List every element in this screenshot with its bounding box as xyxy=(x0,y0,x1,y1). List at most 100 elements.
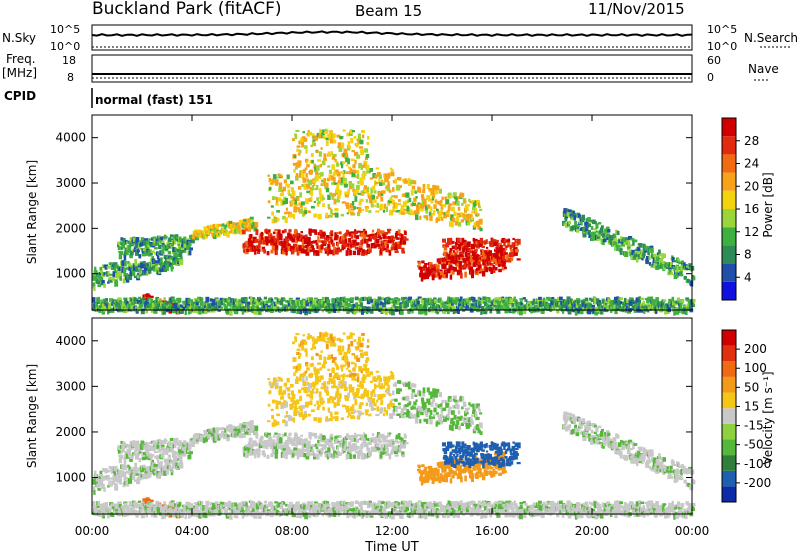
power-cell xyxy=(401,302,405,306)
power-cell xyxy=(336,242,340,247)
power-cell xyxy=(321,160,326,166)
power-cell xyxy=(458,215,462,218)
power-cell xyxy=(333,198,337,205)
power-cell xyxy=(330,209,333,214)
velocity-cell xyxy=(310,444,315,447)
velocity-cell xyxy=(207,432,211,439)
velocity-cell xyxy=(205,433,208,438)
power-cell xyxy=(551,306,555,311)
power-cell xyxy=(205,296,210,303)
power-cell xyxy=(627,246,631,249)
power-cell xyxy=(498,268,502,273)
velocity-cell xyxy=(274,382,279,388)
power-cell xyxy=(585,228,589,231)
velocity-cell xyxy=(179,460,183,463)
power-cell xyxy=(229,309,233,316)
power-cell xyxy=(294,133,298,140)
velocity-cell xyxy=(387,443,392,447)
velocity-cell xyxy=(345,453,348,460)
power-cell xyxy=(353,169,357,174)
velocity-cell xyxy=(163,440,167,444)
power-cell xyxy=(389,167,393,170)
velocity-cell xyxy=(276,413,280,417)
power-cell xyxy=(387,172,391,179)
power-cell xyxy=(117,243,120,248)
power-cell xyxy=(495,300,499,304)
power-cell xyxy=(317,213,322,220)
power-cell xyxy=(376,196,379,200)
power-cell xyxy=(671,296,674,303)
power-cell xyxy=(347,141,350,147)
power-cell xyxy=(445,199,450,205)
velocity-cell xyxy=(236,425,241,429)
power-cell xyxy=(355,188,360,193)
power-cell xyxy=(189,235,193,240)
power-cell xyxy=(387,231,391,234)
power-cell xyxy=(122,260,126,264)
power-cell xyxy=(475,242,479,248)
velocity-cell xyxy=(310,393,313,400)
power-cell xyxy=(243,219,248,222)
power-cell xyxy=(391,245,395,251)
power-cell xyxy=(215,223,219,229)
power-cell xyxy=(364,148,369,153)
power-cell xyxy=(256,246,260,249)
power-cell xyxy=(647,307,651,311)
velocity-cell xyxy=(361,442,364,448)
power-cell xyxy=(285,249,288,256)
power-cell xyxy=(278,234,283,241)
power-cell xyxy=(510,257,514,261)
velocity-cell xyxy=(254,451,259,455)
power-cell xyxy=(284,228,287,233)
velocity-cell xyxy=(300,411,304,417)
velocity-cell xyxy=(128,470,133,475)
velocity-cell xyxy=(315,388,319,394)
velocity-cell xyxy=(293,410,297,417)
power-cell xyxy=(497,243,501,248)
power-cell xyxy=(348,181,353,186)
power-cell xyxy=(380,301,383,305)
power-cell xyxy=(455,260,459,266)
power-cell xyxy=(394,203,398,209)
power-cell xyxy=(361,306,365,311)
power-cell xyxy=(512,242,515,248)
velocity-cell xyxy=(400,437,404,442)
power-cell xyxy=(445,252,449,257)
power-cell xyxy=(313,297,318,300)
power-cell xyxy=(241,308,245,315)
power-cell xyxy=(137,248,140,253)
power-cell xyxy=(422,297,427,300)
power-cell xyxy=(351,171,356,178)
power-cell xyxy=(458,221,462,227)
velocity-cell xyxy=(143,452,147,455)
power-cell xyxy=(98,272,101,276)
power-cell xyxy=(692,276,696,281)
velocity-cell xyxy=(137,448,141,452)
power-cell xyxy=(120,237,124,241)
velocity-cell xyxy=(116,478,120,483)
power-cell xyxy=(193,301,197,305)
power-cell xyxy=(670,272,674,275)
velocity-cell xyxy=(286,377,290,383)
power-cell xyxy=(269,179,273,182)
power-cell xyxy=(328,133,332,137)
power-cell xyxy=(257,243,261,249)
power-cell xyxy=(566,296,571,302)
power-cell xyxy=(462,247,465,253)
power-cell xyxy=(304,145,308,150)
power-cell xyxy=(473,264,477,267)
power-cell xyxy=(349,171,352,175)
power-cell xyxy=(433,263,438,268)
velocity-cell xyxy=(276,438,280,443)
power-cell xyxy=(488,298,491,303)
power-cell xyxy=(205,230,208,234)
power-cell xyxy=(130,250,134,256)
velocity-cell xyxy=(239,423,242,429)
power-cell xyxy=(397,229,401,234)
velocity-cell xyxy=(291,393,296,400)
power-cell xyxy=(183,236,187,242)
velocity-cell xyxy=(171,446,174,450)
power-cell xyxy=(166,262,170,266)
power-cell xyxy=(354,229,357,235)
velocity-cell xyxy=(130,454,134,460)
